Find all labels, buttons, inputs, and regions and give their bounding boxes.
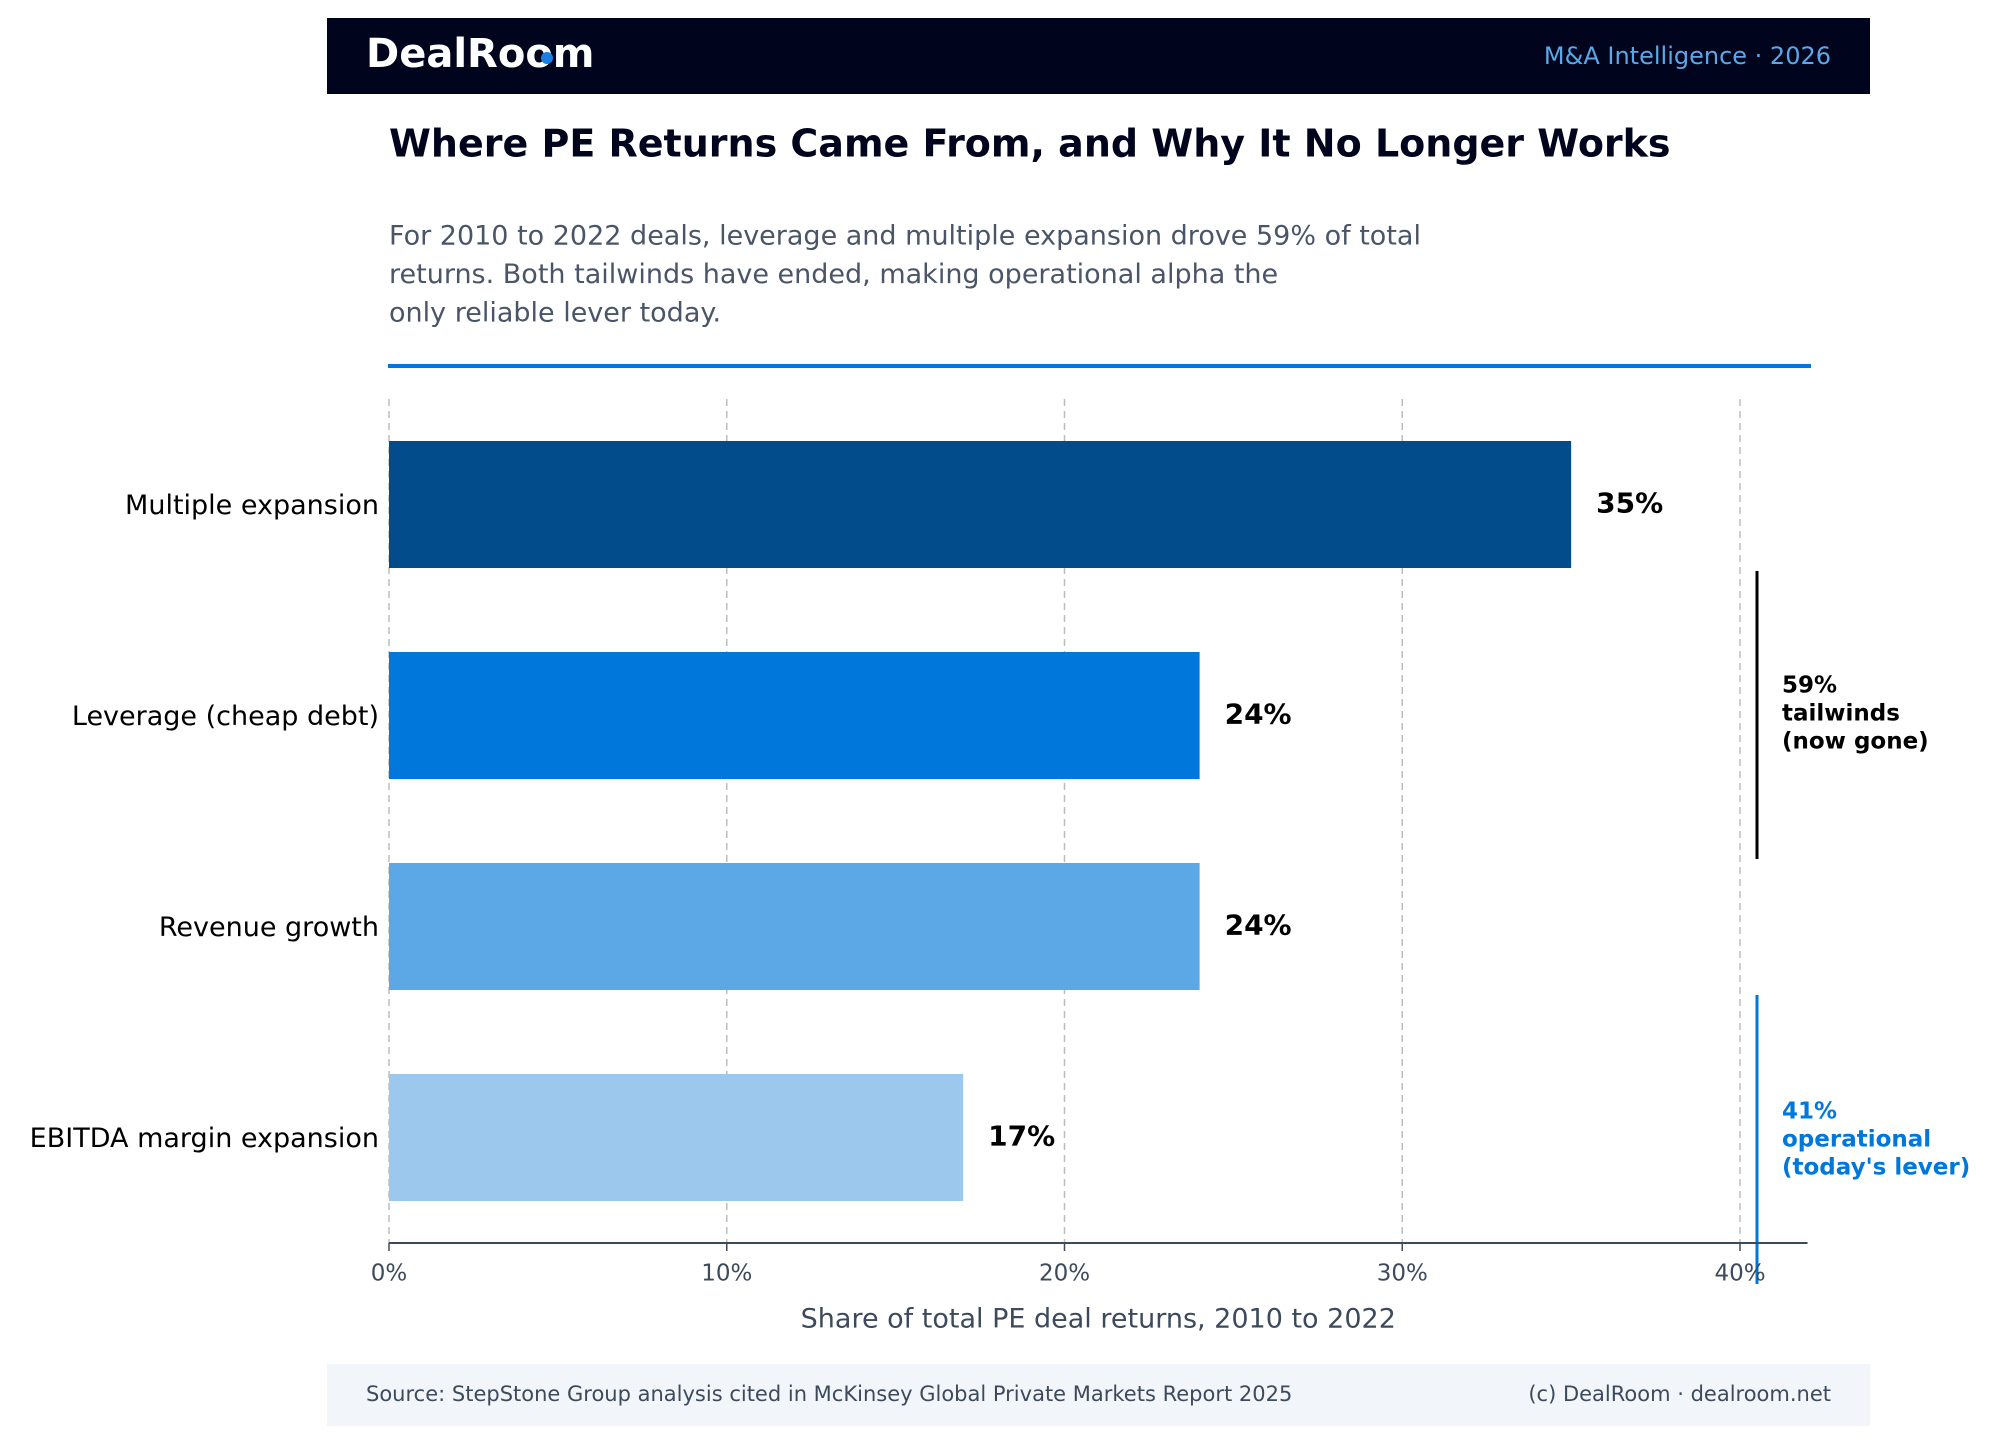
x-tick-label: 30%: [1377, 1261, 1428, 1287]
annotation: 41%: [1782, 1099, 1837, 1125]
chart-title: Where PE Returns Came From, and Why It N…: [389, 122, 1671, 166]
subtitle: returns. Both tailwinds have ended, maki…: [389, 259, 1278, 290]
tagline: M&A Intelligence · 2026: [1544, 42, 1831, 70]
subtitle: only reliable lever today.: [389, 298, 721, 329]
bar: [389, 1074, 964, 1201]
rule: [388, 364, 1811, 368]
subtitle: For 2010 to 2022 deals, leverage and mul…: [389, 221, 1421, 252]
value-label: 35%: [1596, 487, 1663, 520]
y-tick-label: Leverage (cheap debt): [72, 701, 379, 732]
bar: [389, 652, 1200, 779]
footer-credit: (c) DealRoom · dealroom.net: [1528, 1382, 1831, 1406]
y-tick-label: Multiple expansion: [125, 490, 379, 521]
brand-dot: [541, 52, 553, 64]
annotation: operational: [1782, 1127, 1931, 1153]
value-label: 24%: [1225, 698, 1292, 731]
annotation: (now gone): [1782, 729, 1929, 755]
annotation: tailwinds: [1782, 701, 1900, 727]
x-tick-label: 10%: [701, 1261, 752, 1287]
y-tick-label: Revenue growth: [159, 912, 379, 943]
value-label: 17%: [988, 1120, 1055, 1153]
x-tick-label: 40%: [1714, 1261, 1765, 1287]
x-tick-label: 0%: [371, 1261, 408, 1287]
value-label: 24%: [1225, 909, 1292, 942]
bar: [389, 441, 1572, 568]
bar: [389, 863, 1200, 990]
annotation: 59%: [1782, 673, 1837, 699]
brand: DealRoom: [366, 31, 594, 77]
x-tick-label: 20%: [1039, 1261, 1090, 1287]
x-axis-label: Share of total PE deal returns, 2010 to …: [801, 1304, 1396, 1335]
y-tick-label: EBITDA margin expansion: [30, 1123, 379, 1154]
footer-source: Source: StepStone Group analysis cited i…: [366, 1382, 1292, 1406]
header-bar: [327, 18, 1870, 94]
footer-bar: [327, 1364, 1870, 1426]
annotation: (today's lever): [1782, 1155, 1970, 1181]
